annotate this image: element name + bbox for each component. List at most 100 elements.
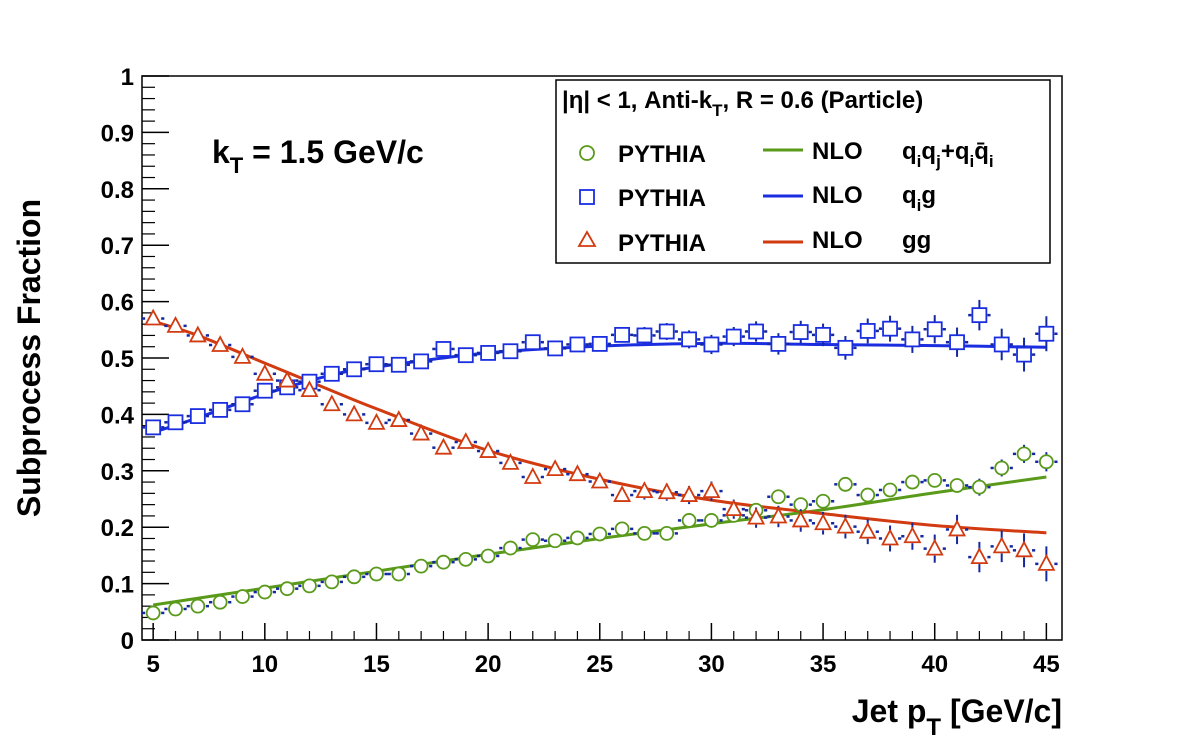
- triangle-marker: [747, 507, 766, 525]
- pythia-qq-point: [320, 574, 343, 590]
- legend: |η| < 1, Anti-kT, R = 0.6 (Particle) PYT…: [555, 79, 1051, 264]
- circle-marker: [480, 548, 496, 564]
- pythia-qg-point: [231, 396, 254, 413]
- pythia-qq-point: [521, 532, 544, 548]
- triangle-marker: [255, 363, 274, 381]
- circle-marker: [503, 540, 518, 556]
- pythia-qq-point: [365, 566, 388, 582]
- pythia-qq-point: [901, 474, 924, 490]
- x-tick-label: 20: [475, 651, 502, 678]
- circle-marker: [436, 554, 451, 570]
- pythia-qg-point: [677, 330, 701, 349]
- pythia-gg-point: [409, 423, 433, 441]
- triangle-marker: [322, 394, 341, 412]
- pythia-gg-point: [722, 499, 745, 519]
- x-tick-label: 45: [1033, 651, 1060, 678]
- pythia-gg-point: [968, 541, 991, 573]
- square-marker: [145, 419, 162, 436]
- pythia-qg-point: [633, 326, 656, 344]
- pythia-qq-point: [231, 589, 254, 604]
- y-tick-label: 0.5: [101, 346, 134, 373]
- pythia-qq-point: [208, 594, 232, 610]
- square-marker: [167, 414, 184, 431]
- legend-triangle-marker: [577, 230, 597, 247]
- y-tick-label: 0: [121, 628, 134, 655]
- pythia-gg-point: [342, 404, 366, 422]
- square-marker: [792, 324, 809, 340]
- pythia-qq-point: [164, 601, 187, 617]
- square-marker: [770, 335, 787, 352]
- pythia-gg-point: [945, 514, 969, 545]
- triangle-marker: [546, 459, 565, 477]
- pythia-qq-point: [409, 558, 433, 574]
- square-marker: [480, 345, 497, 361]
- x-tick-label: 35: [810, 651, 837, 678]
- pythia-qg-point: [610, 326, 634, 343]
- x-tick-label: 25: [586, 651, 613, 678]
- legend-pythia-label-2: PYTHIA: [618, 185, 706, 212]
- triangle-marker: [613, 485, 632, 502]
- circle-marker: [212, 594, 228, 610]
- pythia-qg-point: [476, 345, 500, 361]
- pythia-gg-point: [476, 441, 500, 458]
- pythia-qq-point: [499, 540, 522, 556]
- triangle-marker: [791, 510, 810, 528]
- pythia-qg-point: [387, 356, 410, 373]
- pythia-gg-point: [432, 437, 455, 455]
- triangle-marker: [635, 481, 654, 499]
- circle-marker: [145, 605, 161, 621]
- legend-square-marker: [579, 189, 595, 205]
- triangle-marker: [858, 521, 877, 539]
- pythia-gg-point: [990, 530, 1013, 563]
- circle-marker: [324, 574, 340, 590]
- triangle-marker: [769, 506, 788, 524]
- square-marker: [591, 335, 608, 352]
- triangle-marker: [680, 485, 699, 502]
- pythia-qq-point: [387, 566, 410, 582]
- legend-nlo-label-3: NLO: [812, 227, 863, 254]
- pythia-qg-point: [811, 323, 835, 347]
- circle-marker: [704, 513, 719, 528]
- kt-annotation: kT = 1.5 GeV/c: [212, 134, 424, 178]
- pythia-qg-point: [901, 325, 924, 353]
- pythia-qq-point: [767, 489, 790, 505]
- pythia-qg-point: [142, 419, 165, 436]
- legend-pythia-label-1: PYTHIA: [618, 141, 706, 168]
- legend-qg-label: qig: [902, 182, 936, 215]
- square-marker: [569, 336, 586, 353]
- square-marker: [1038, 325, 1055, 342]
- pythia-qg-point: [722, 326, 745, 347]
- circle-marker: [235, 589, 250, 604]
- pythia-gg-point: [655, 482, 678, 501]
- y-tick-labels: 0 0.1 0.2 0.3 0.4 0.5 0.6 0.7 0.8 0.9 1: [101, 64, 135, 655]
- y-tick-label: 0.3: [101, 459, 134, 486]
- x-tick-label: 30: [698, 651, 725, 678]
- pythia-gg-point: [767, 505, 790, 528]
- square-marker: [1016, 346, 1032, 363]
- square-marker: [904, 331, 921, 348]
- pythia-gg-point: [454, 432, 477, 449]
- pythia-qq-point: [454, 551, 477, 567]
- circle-marker: [927, 472, 943, 488]
- circle-marker: [614, 521, 630, 537]
- pythia-qg-point: [543, 340, 567, 357]
- square-marker: [390, 356, 407, 373]
- pythia-gg-point: [275, 370, 299, 388]
- pythia-gg-point: [878, 525, 902, 552]
- x-tick-label: 15: [363, 651, 390, 678]
- triangle-marker: [523, 467, 542, 484]
- pythia-gg-point: [499, 452, 522, 470]
- circle-marker: [592, 526, 608, 542]
- pythia-qq-point: [834, 476, 857, 492]
- square-marker: [256, 382, 273, 399]
- pythia-points: [142, 299, 1058, 621]
- circle-marker: [547, 533, 563, 549]
- circle-marker: [837, 476, 853, 492]
- pythia-gg-point: [1035, 546, 1058, 582]
- pythia-qg-point: [856, 318, 879, 344]
- square-marker: [703, 336, 720, 353]
- square-marker: [859, 323, 876, 339]
- circle-marker: [413, 558, 429, 574]
- pythia-gg-point: [1012, 533, 1036, 568]
- triangle-marker: [479, 441, 498, 458]
